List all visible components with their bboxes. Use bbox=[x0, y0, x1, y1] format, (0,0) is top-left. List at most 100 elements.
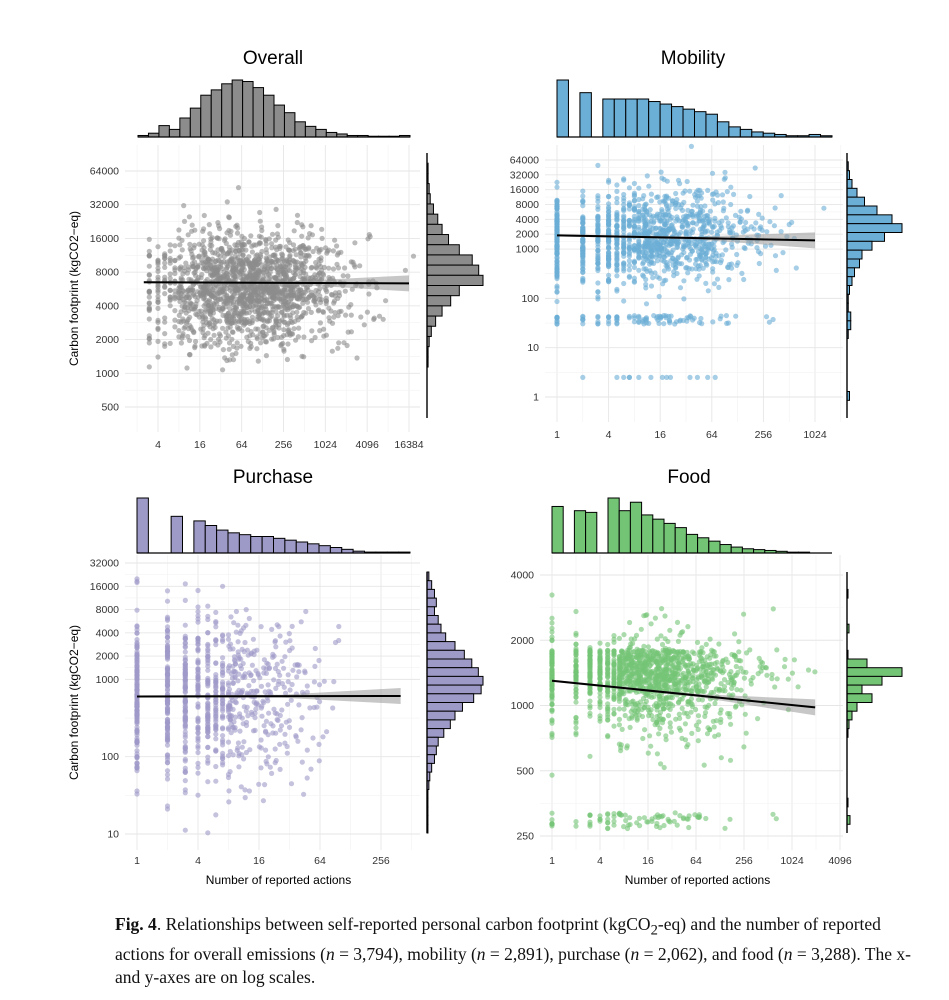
data-point bbox=[286, 327, 292, 333]
data-point bbox=[241, 756, 247, 762]
data-point bbox=[292, 246, 298, 252]
data-point bbox=[676, 231, 682, 238]
data-point bbox=[741, 611, 747, 617]
histogram-bar bbox=[252, 87, 265, 138]
data-point bbox=[656, 320, 662, 326]
histogram-bar bbox=[846, 205, 878, 216]
data-point bbox=[595, 227, 601, 233]
data-point bbox=[220, 739, 226, 745]
data-point bbox=[227, 324, 233, 330]
panel-food: 1 4 16 64 256 1024 4096400020001000500250FoodN… bbox=[511, 467, 903, 887]
data-point bbox=[595, 198, 601, 205]
data-point bbox=[614, 200, 620, 206]
data-point bbox=[316, 682, 323, 688]
data-point bbox=[321, 678, 327, 684]
data-point bbox=[224, 199, 230, 205]
data-point bbox=[727, 227, 733, 233]
data-point bbox=[261, 310, 267, 316]
data-point bbox=[319, 235, 325, 241]
data-point bbox=[187, 352, 193, 358]
data-point bbox=[272, 253, 278, 259]
histogram-bar bbox=[846, 249, 863, 260]
histogram-bar bbox=[846, 276, 853, 286]
data-point bbox=[225, 753, 232, 759]
data-point bbox=[272, 275, 279, 281]
data-point bbox=[164, 672, 171, 678]
data-point bbox=[665, 638, 671, 645]
data-point bbox=[225, 714, 232, 720]
data-point bbox=[232, 288, 238, 294]
data-point bbox=[207, 311, 214, 317]
data-point bbox=[254, 346, 260, 352]
data-point bbox=[621, 298, 627, 304]
data-point bbox=[240, 660, 246, 667]
data-point bbox=[716, 284, 722, 290]
data-point bbox=[261, 670, 267, 676]
data-point bbox=[288, 697, 294, 703]
data-point bbox=[190, 287, 196, 293]
data-point bbox=[684, 254, 690, 260]
data-point bbox=[731, 191, 737, 197]
data-point bbox=[554, 283, 560, 289]
data-point bbox=[694, 276, 700, 282]
data-point bbox=[213, 679, 219, 685]
data-point bbox=[261, 323, 267, 329]
top-histogram bbox=[556, 79, 833, 138]
data-point bbox=[631, 259, 638, 265]
data-point bbox=[658, 218, 664, 224]
data-point bbox=[263, 747, 269, 753]
data-point bbox=[611, 822, 617, 828]
data-point bbox=[656, 253, 663, 259]
data-point bbox=[257, 316, 263, 322]
data-point bbox=[700, 224, 706, 230]
data-point bbox=[182, 769, 188, 775]
data-point bbox=[250, 276, 256, 282]
histogram-bar bbox=[136, 497, 149, 554]
regression-line bbox=[136, 694, 401, 698]
data-point bbox=[238, 665, 244, 672]
data-point bbox=[228, 250, 234, 256]
data-point bbox=[614, 286, 620, 292]
data-point bbox=[693, 706, 699, 713]
data-point bbox=[718, 257, 725, 263]
data-point bbox=[643, 250, 650, 256]
data-point bbox=[193, 338, 199, 345]
x-tick-label: 16 bbox=[253, 855, 265, 867]
data-point bbox=[235, 622, 241, 628]
data-point bbox=[236, 764, 242, 770]
data-point bbox=[164, 683, 171, 689]
data-point bbox=[631, 319, 638, 325]
data-point bbox=[134, 687, 140, 694]
data-point bbox=[293, 252, 299, 258]
data-point bbox=[261, 303, 267, 309]
data-point bbox=[317, 293, 323, 299]
data-point bbox=[263, 241, 269, 247]
data-point bbox=[167, 303, 173, 309]
data-point bbox=[549, 592, 555, 598]
data-point bbox=[193, 301, 199, 307]
y-tick-label: 16000 bbox=[90, 581, 119, 593]
data-point bbox=[614, 255, 620, 261]
data-point bbox=[195, 770, 201, 776]
histogram-bar bbox=[426, 675, 484, 686]
data-point bbox=[182, 765, 188, 771]
x-tick-label: 256 bbox=[275, 439, 293, 451]
data-point bbox=[235, 185, 242, 191]
data-point bbox=[694, 203, 701, 209]
y-tick-label: 1 bbox=[533, 392, 539, 404]
data-point bbox=[279, 707, 285, 713]
data-point bbox=[554, 206, 560, 212]
data-point bbox=[336, 623, 342, 630]
data-point bbox=[580, 188, 586, 194]
data-point bbox=[580, 240, 586, 246]
histogram-bar bbox=[426, 223, 443, 236]
data-point bbox=[296, 669, 302, 675]
data-point bbox=[654, 214, 660, 220]
data-point bbox=[189, 222, 195, 228]
data-point bbox=[305, 306, 312, 312]
data-point bbox=[252, 710, 258, 716]
data-point bbox=[723, 313, 730, 319]
data-point bbox=[626, 262, 633, 268]
data-point bbox=[146, 305, 152, 311]
